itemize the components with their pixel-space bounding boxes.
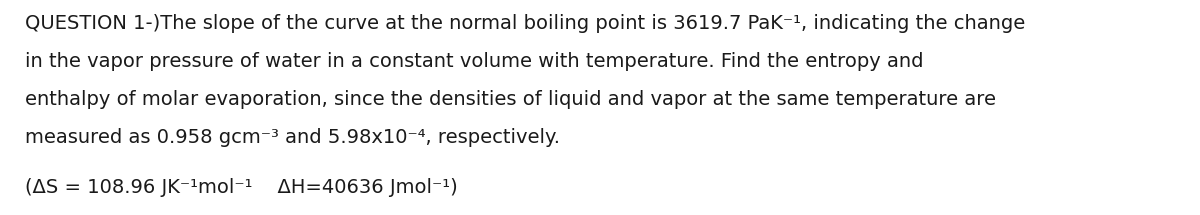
Text: (ΔS = 108.96 JK⁻¹mol⁻¹    ΔH=40636 Jmol⁻¹): (ΔS = 108.96 JK⁻¹mol⁻¹ ΔH=40636 Jmol⁻¹) bbox=[25, 178, 457, 197]
Text: in the vapor pressure of water in a constant volume with temperature. Find the e: in the vapor pressure of water in a cons… bbox=[25, 52, 924, 71]
Text: measured as 0.958 gcm⁻³ and 5.98x10⁻⁴, respectively.: measured as 0.958 gcm⁻³ and 5.98x10⁻⁴, r… bbox=[25, 128, 560, 147]
Text: enthalpy of molar evaporation, since the densities of liquid and vapor at the sa: enthalpy of molar evaporation, since the… bbox=[25, 90, 996, 109]
Text: QUESTION 1-)The slope of the curve at the normal boiling point is 3619.7 PaK⁻¹, : QUESTION 1-)The slope of the curve at th… bbox=[25, 14, 1025, 33]
